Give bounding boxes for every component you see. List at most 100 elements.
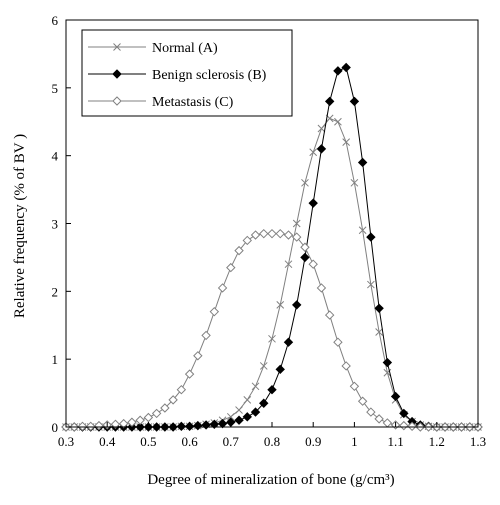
data-point-s0-38 — [375, 328, 383, 336]
data-point-s0-22 — [243, 396, 252, 404]
series-line-2 — [66, 233, 478, 428]
data-point-s2-41 — [399, 420, 409, 431]
data-point-s0-20 — [226, 412, 235, 421]
x-tick-label: 0.4 — [99, 434, 116, 449]
data-point-s2-34 — [341, 361, 351, 371]
data-point-s2-19 — [217, 283, 228, 293]
x-tick-label: 0.8 — [264, 434, 280, 449]
data-point-s1-28 — [292, 300, 302, 310]
data-point-s1-39 — [382, 357, 393, 368]
data-point-s2-17 — [201, 330, 211, 341]
data-point-s2-2 — [77, 421, 88, 432]
data-point-s2-38 — [374, 414, 384, 424]
data-point-s0-33 — [334, 117, 342, 126]
y-axis-title: Relative frequency (% of BV ) — [12, 134, 28, 318]
data-point-s1-14 — [176, 421, 187, 432]
x-tick-label: 0.6 — [181, 434, 198, 449]
data-point-s1-32 — [324, 96, 335, 107]
plot-area — [61, 62, 483, 432]
data-point-s2-22 — [242, 235, 252, 246]
data-point-s2-33 — [333, 337, 343, 347]
data-point-s0-31 — [317, 124, 326, 133]
data-point-s0-21 — [235, 406, 243, 414]
data-point-s1-22 — [242, 412, 252, 422]
data-point-s1-26 — [275, 364, 285, 375]
data-point-s2-18 — [209, 306, 220, 317]
x-tick-label: 1 — [351, 434, 358, 449]
data-point-s2-26 — [275, 228, 285, 239]
y-tick-label: 2 — [52, 284, 59, 299]
data-point-s1-23 — [250, 407, 261, 417]
series-2 — [61, 228, 483, 432]
data-point-s2-37 — [366, 407, 376, 417]
data-point-s1-35 — [349, 96, 360, 107]
data-point-s2-42 — [407, 421, 417, 432]
data-point-s2-39 — [382, 418, 393, 428]
data-point-s1-36 — [357, 157, 368, 168]
data-point-s1-34 — [341, 62, 351, 73]
data-point-s1-30 — [308, 198, 318, 208]
data-point-s2-15 — [184, 369, 195, 379]
x-axis-title: Degree of mineralization of bone (g/cm³) — [147, 472, 394, 488]
data-point-s2-8 — [127, 417, 137, 427]
data-point-s2-7 — [118, 418, 129, 429]
data-point-s2-25 — [267, 228, 277, 239]
x-tick-label: 1.3 — [470, 434, 486, 449]
data-point-s1-16 — [193, 420, 203, 431]
series-line-0 — [66, 117, 478, 428]
legend-entry-2: Metastasis (C) — [88, 95, 234, 110]
y-tick-label: 3 — [52, 217, 59, 232]
data-point-s2-27 — [283, 230, 294, 240]
data-point-s2-14 — [176, 384, 187, 395]
y-tick-label: 4 — [52, 149, 59, 164]
data-point-s0-30 — [309, 148, 318, 157]
x-tick-label: 1.2 — [429, 434, 445, 449]
data-point-s2-9 — [135, 415, 145, 425]
data-point-s2-20 — [226, 262, 236, 273]
data-point-s2-11 — [151, 408, 162, 419]
data-point-s2-23 — [250, 230, 261, 240]
data-point-s0-36 — [358, 226, 367, 235]
data-point-s2-6 — [110, 419, 121, 429]
x-tick-label: 0.3 — [58, 434, 74, 449]
legend-entry-1: Benign sclerosis (B) — [88, 68, 267, 83]
x-tick-label: 0.9 — [305, 434, 321, 449]
data-point-s1-38 — [374, 303, 384, 313]
data-point-s1-29 — [300, 252, 310, 263]
data-point-s2-21 — [234, 245, 244, 256]
data-point-s1-40 — [390, 391, 401, 402]
data-point-s1-41 — [399, 408, 409, 419]
data-point-s2-32 — [324, 310, 335, 320]
data-point-s2-3 — [86, 421, 96, 432]
series-line-1 — [66, 66, 478, 428]
legend-marker-1 — [112, 69, 122, 79]
data-point-s0-37 — [367, 280, 375, 289]
data-point-s1-18 — [209, 419, 220, 429]
data-point-s1-27 — [283, 337, 294, 347]
legend-marker-0 — [113, 43, 121, 51]
x-tick-label: 1.1 — [387, 434, 403, 449]
data-point-s2-10 — [143, 412, 154, 423]
data-point-s1-33 — [333, 66, 343, 76]
data-point-s0-23 — [251, 382, 260, 391]
data-point-s0-34 — [342, 138, 351, 146]
data-point-s0-29 — [301, 178, 309, 187]
data-point-s2-29 — [300, 242, 310, 252]
data-point-s1-21 — [234, 415, 244, 425]
data-point-s0-27 — [284, 260, 293, 269]
data-point-s1-37 — [366, 232, 376, 242]
data-point-s0-28 — [292, 219, 301, 228]
y-tick-label: 0 — [52, 420, 59, 435]
data-point-s1-31 — [316, 144, 327, 154]
data-point-s1-19 — [217, 418, 228, 429]
data-point-s2-36 — [357, 396, 368, 406]
data-point-s0-25 — [268, 334, 276, 343]
data-point-s2-24 — [259, 228, 269, 239]
data-point-s2-28 — [292, 232, 302, 242]
legend-marker-2 — [112, 96, 122, 106]
series-0 — [62, 114, 482, 431]
y-tick-label: 1 — [52, 352, 59, 367]
data-point-s2-31 — [316, 283, 327, 293]
